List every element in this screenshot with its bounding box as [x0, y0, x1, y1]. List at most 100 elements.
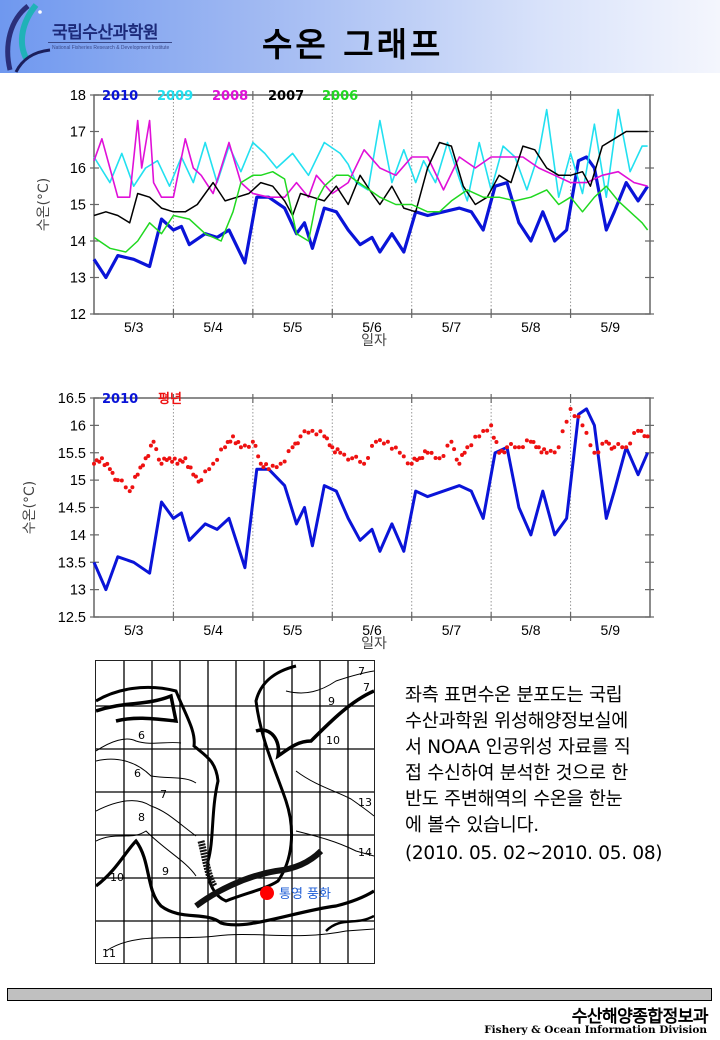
data-point	[405, 461, 410, 466]
data-point	[115, 478, 120, 483]
y-tick-label: 14.5	[58, 501, 86, 517]
y-tick-label: 12	[70, 307, 86, 323]
plot-frame	[93, 94, 651, 315]
data-point	[238, 445, 243, 450]
data-point	[377, 438, 382, 443]
data-point	[253, 443, 258, 448]
data-point	[494, 439, 499, 444]
data-point	[568, 406, 573, 411]
description-line: 에 볼수 있습니다.	[405, 815, 539, 836]
data-point	[542, 447, 547, 452]
data-point	[642, 434, 647, 439]
series-2009	[93, 108, 648, 202]
data-point	[258, 461, 263, 466]
data-point	[146, 454, 151, 459]
contour-label: 7	[358, 665, 365, 678]
data-point	[469, 443, 474, 448]
data-point	[167, 456, 172, 461]
data-point	[366, 456, 371, 461]
data-point	[350, 456, 355, 461]
data-point	[457, 461, 462, 466]
map-graphic: 6 6 7 8 9 10 11 7 7 9 10 13 14 통영 풍화	[96, 661, 374, 963]
page-title: 수온 그래프	[262, 25, 444, 64]
description-line: 반도 주변해역의 수온을 한눈	[405, 789, 623, 810]
data-point	[211, 461, 216, 466]
data-point	[592, 450, 597, 455]
data-point	[264, 462, 269, 467]
series-line	[92, 155, 649, 280]
x-tick-label: 5/9	[601, 319, 621, 335]
data-point	[491, 435, 496, 440]
data-point	[123, 485, 128, 490]
fish-logo-icon	[5, 3, 51, 73]
data-point	[295, 441, 300, 446]
data-point	[246, 444, 251, 449]
data-point	[373, 439, 378, 444]
map-contour-labels: 6 6 7 8 9 10 11 7 7 9 10 13 14	[102, 665, 372, 960]
y-tick-label: 12.5	[58, 610, 86, 626]
series-line	[93, 130, 648, 224]
data-point	[130, 485, 135, 490]
data-point	[332, 450, 337, 455]
data-point	[385, 439, 390, 444]
chart-2010-vs-normal: 5/3 5/4 5/5 5/6 5/7 5/8 5/9 일자 12.5 13 13.5 14 14.5 1…	[22, 391, 654, 650]
data-point	[425, 450, 430, 455]
data-point	[636, 428, 641, 433]
y-tick-label: 13	[70, 583, 86, 599]
contour-label: 6	[134, 767, 141, 780]
data-point	[596, 450, 601, 455]
data-point	[256, 454, 261, 459]
data-point	[335, 447, 340, 452]
data-point	[381, 441, 386, 446]
data-point	[278, 461, 283, 466]
description-line: 수산과학원 위성해양정보실에	[405, 711, 628, 732]
x-tick-label: 5/7	[442, 319, 462, 335]
data-point	[362, 461, 367, 466]
data-point	[306, 430, 311, 435]
data-point	[452, 447, 457, 452]
data-point	[215, 457, 220, 462]
data-point	[261, 465, 266, 470]
data-point	[354, 454, 359, 459]
logo-korean-name: 국립수산과학원	[52, 23, 158, 43]
map-grid	[96, 661, 374, 963]
data-point	[473, 434, 478, 439]
data-point	[454, 457, 459, 462]
data-point	[231, 434, 235, 439]
data-point	[154, 447, 159, 452]
data-point	[302, 429, 307, 434]
data-point	[286, 449, 291, 454]
footer-bar	[7, 988, 712, 1001]
data-point	[572, 414, 577, 419]
data-point	[346, 457, 351, 462]
series-2007	[93, 130, 648, 224]
legend-entry: 2009	[157, 89, 193, 104]
x-tick-label: 5/5	[283, 319, 303, 335]
data-point	[632, 431, 637, 436]
series-2010	[92, 155, 649, 280]
data-point	[512, 445, 517, 450]
data-point	[445, 443, 450, 448]
legend-entry: 2010	[102, 89, 138, 104]
data-point	[92, 461, 96, 466]
data-point	[556, 445, 561, 450]
footer-org-english: Fishery & Ocean Information Division	[484, 1024, 707, 1036]
data-point	[449, 439, 454, 444]
data-point	[639, 429, 644, 434]
data-point	[199, 478, 204, 483]
x-tick-label: 5/8	[521, 622, 541, 638]
y-tick-label: 15	[70, 473, 86, 489]
data-point	[180, 459, 185, 464]
data-point	[524, 438, 529, 443]
data-point	[282, 459, 287, 464]
data-point	[138, 465, 143, 470]
contour-label: 13	[358, 796, 372, 809]
data-point	[143, 456, 148, 461]
data-point	[564, 419, 569, 424]
data-point	[460, 452, 465, 457]
data-point	[481, 429, 486, 434]
legend-entry: 2007	[268, 89, 304, 104]
legend-entry: 2008	[212, 89, 248, 104]
data-point	[420, 456, 425, 461]
data-point	[401, 454, 406, 459]
